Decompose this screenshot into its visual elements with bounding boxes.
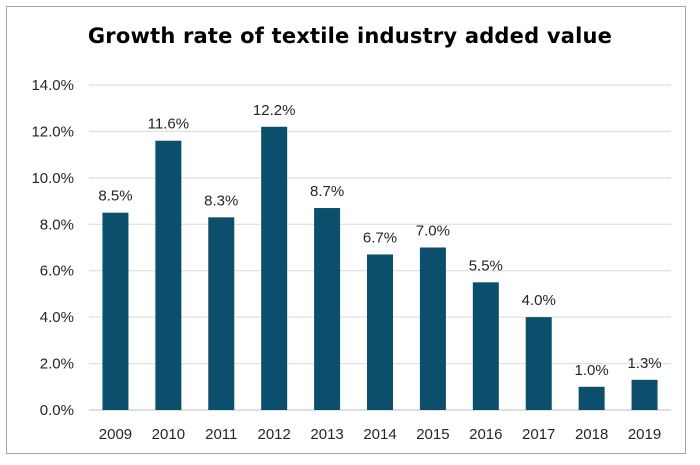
bar <box>367 254 393 410</box>
bar <box>208 217 235 410</box>
y-tick-label: 14.0% <box>31 77 74 94</box>
data-label: 6.7% <box>363 229 397 246</box>
y-tick-label: 0.0% <box>40 402 74 419</box>
bar <box>261 126 288 411</box>
x-tick-label: 2016 <box>469 426 502 443</box>
data-label: 7.0% <box>416 223 450 240</box>
bar <box>525 317 552 410</box>
x-tick-label: 2009 <box>99 426 132 443</box>
x-tick-label: 2017 <box>522 426 555 443</box>
y-tick-label: 6.0% <box>40 263 74 280</box>
bar <box>102 212 129 410</box>
bar <box>631 379 658 410</box>
bars <box>102 126 658 411</box>
bar <box>155 140 182 410</box>
bar <box>472 282 499 410</box>
x-tick-label: 2013 <box>310 426 343 443</box>
data-label: 1.3% <box>627 355 661 372</box>
data-label: 8.3% <box>204 192 238 209</box>
x-tick-label: 2012 <box>257 426 290 443</box>
bar <box>314 208 341 410</box>
y-axis-ticks: 0.0% 2.0% 4.0% 6.0% 8.0% 10.0% 12.0% 14.0% <box>31 77 74 419</box>
x-tick-label: 2014 <box>363 426 396 443</box>
y-tick-label: 4.0% <box>40 309 74 326</box>
data-label: 1.0% <box>575 362 609 379</box>
x-tick-label: 2019 <box>628 426 661 443</box>
y-tick-label: 12.0% <box>31 123 74 140</box>
bar <box>419 247 446 410</box>
data-label: 5.5% <box>469 257 503 274</box>
data-label: 8.7% <box>310 183 344 200</box>
y-tick-label: 8.0% <box>40 216 74 233</box>
x-tick-label: 2015 <box>416 426 449 443</box>
y-tick-label: 2.0% <box>40 356 74 373</box>
data-label: 12.2% <box>253 102 296 119</box>
bar <box>578 386 605 410</box>
data-labels: 8.5% 11.6% 8.3% 12.2% 8.7% 6.7% 7.0% 5.5% 4.0% 1.… <box>98 102 661 379</box>
x-axis-ticks: 2009 2010 2011 2012 2013 2014 2015 2016 2017 2018… <box>99 426 661 443</box>
data-label: 8.5% <box>98 188 132 205</box>
x-tick-label: 2011 <box>205 426 237 443</box>
y-tick-label: 10.0% <box>31 170 74 187</box>
data-label: 11.6% <box>148 116 189 133</box>
x-tick-label: 2010 <box>152 426 185 443</box>
x-tick-label: 2018 <box>575 426 608 443</box>
data-label: 4.0% <box>522 292 556 309</box>
chart-title: Growth rate of textile industry added va… <box>87 24 613 48</box>
